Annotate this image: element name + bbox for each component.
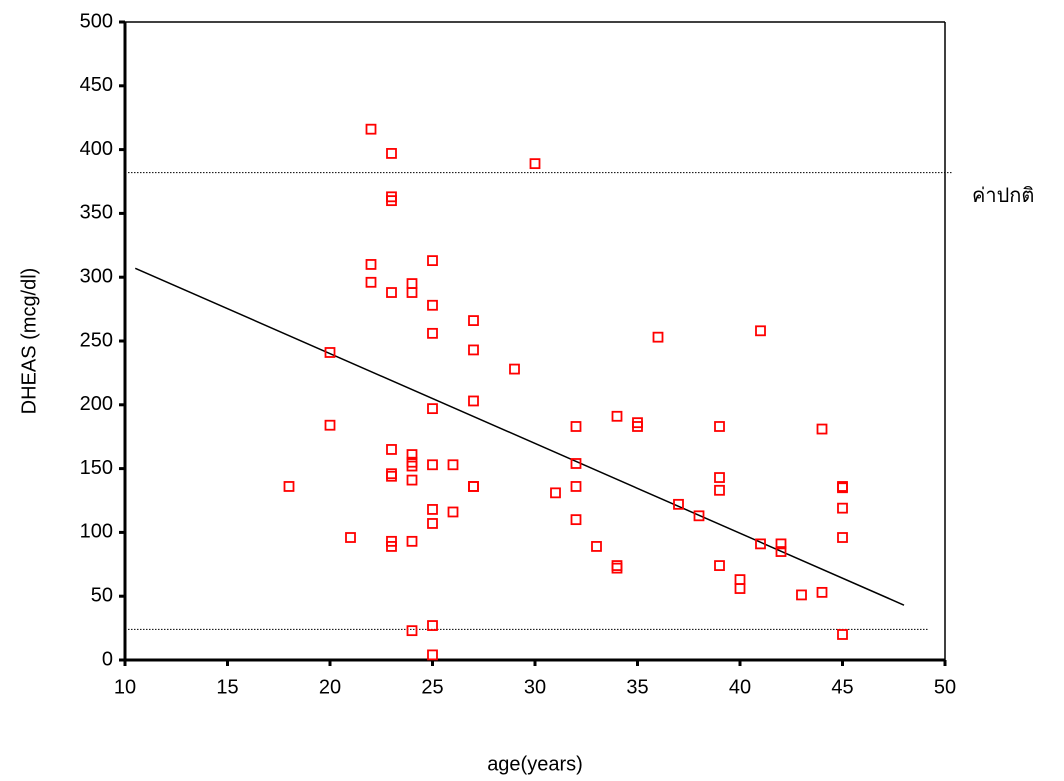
point [386,470,397,482]
point [755,325,766,337]
point [406,474,418,486]
point [447,506,459,518]
point [570,421,582,432]
y-tick-label: 500 [80,10,113,32]
point [775,538,787,550]
point [734,583,746,594]
point [816,586,828,598]
point [447,459,459,471]
point [406,278,418,289]
x-tick-label: 40 [729,676,751,698]
point [611,410,623,422]
y-tick-label: 200 [80,393,113,415]
point [550,487,561,499]
point [427,518,438,529]
point [714,560,725,571]
point [714,421,725,432]
y-tick-label: 300 [80,265,113,287]
point [427,327,438,339]
point [427,649,438,661]
point [509,363,520,375]
y-axis-label: DHEAS (mcg/dl) [18,268,40,415]
point [324,419,336,431]
point [406,287,418,298]
point [386,287,397,298]
point [796,589,807,601]
reference-label: ค่าปกติ [972,185,1034,207]
y-tick-label: 400 [80,138,113,160]
point [714,472,725,483]
point [775,546,787,557]
point [386,541,397,552]
x-tick-label: 10 [114,676,136,698]
point [591,541,602,552]
point [570,458,582,469]
x-tick-label: 20 [319,676,341,698]
point [632,421,643,432]
x-tick-label: 35 [626,676,648,698]
point [324,347,336,358]
point [714,484,725,496]
point [386,444,397,455]
point [468,395,479,407]
point [837,502,848,514]
trend-line [134,267,905,606]
point [468,481,479,492]
point [427,620,438,631]
point [468,481,479,492]
y-tick-label: 50 [91,584,113,606]
x-tick-label: 30 [524,676,546,698]
point [406,625,418,637]
y-tick-label: 0 [102,648,113,670]
y-tick-label: 450 [80,74,113,96]
x-tick-label: 25 [421,676,443,698]
point [837,482,848,494]
point [406,535,418,547]
point [345,532,356,543]
point [468,315,479,326]
point [365,276,377,288]
point [427,504,438,515]
y-tick-label: 100 [80,521,113,543]
point [837,629,848,640]
x-tick-label: 15 [216,676,238,698]
point [427,403,438,415]
point [386,468,397,480]
point [755,538,766,550]
point [673,498,684,510]
point [468,344,479,356]
y-tick-label: 250 [80,329,113,351]
point [365,123,377,135]
y-tick-label: 150 [80,457,113,479]
point [611,560,623,571]
point [427,299,438,311]
point [386,148,397,159]
point [693,510,705,522]
point [365,259,377,270]
point [406,449,418,460]
point [652,331,664,343]
x-tick-label: 45 [831,676,853,698]
point [386,195,397,207]
point [529,158,541,170]
point [837,532,848,543]
point [611,562,623,574]
point [734,574,746,586]
x-axis-label: age(years) [487,753,583,775]
y-tick-label: 350 [80,202,113,224]
point [427,459,438,471]
point [406,460,418,472]
point [570,481,582,492]
point [427,255,438,267]
point [283,481,295,492]
point [816,423,828,435]
x-tick-label: 50 [934,676,956,698]
point [570,514,582,526]
